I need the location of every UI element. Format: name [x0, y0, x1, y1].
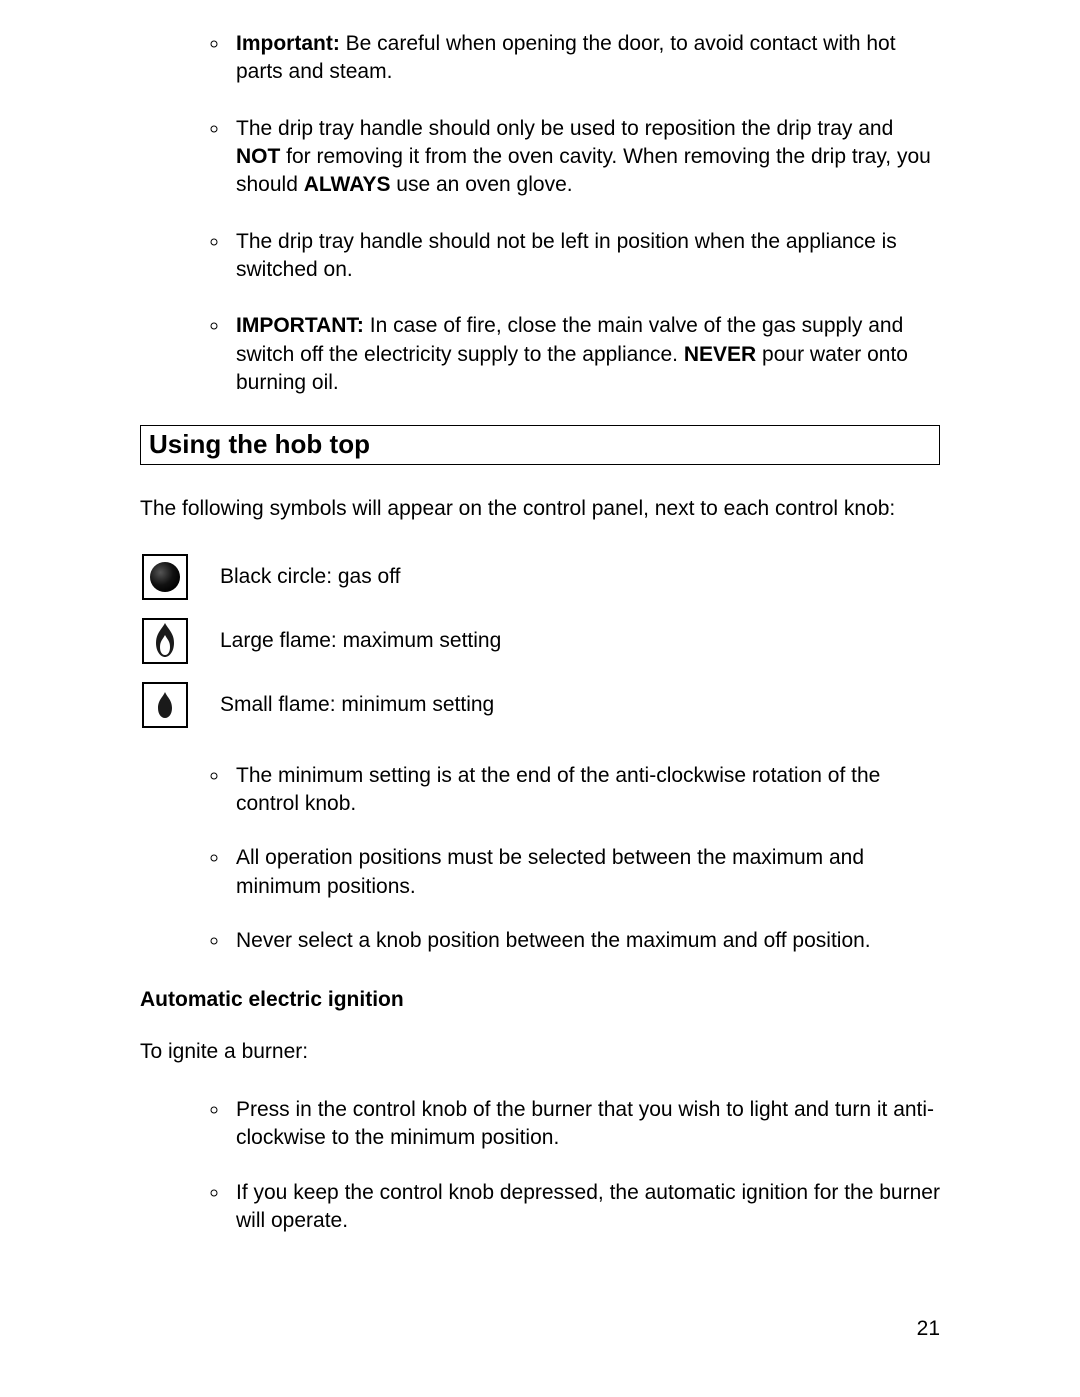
section-heading-box: Using the hob top [140, 425, 940, 465]
bullet-text: All operation positions must be selected… [236, 846, 864, 897]
large-flame-icon [142, 618, 188, 664]
list-item: The minimum setting is at the end of the… [230, 762, 940, 819]
top-bullet-list: Important: Be careful when opening the d… [140, 30, 940, 397]
list-item: If you keep the control knob depressed, … [230, 1179, 940, 1236]
bullet-prefix-bold: Important: [236, 32, 340, 55]
bullet-text: Never select a knob position between the… [236, 929, 871, 952]
bullet-text: The minimum setting is at the end of the… [236, 764, 880, 815]
symbol-row: Black circle: gas off [140, 554, 940, 600]
bullet-text: Press in the control knob of the burner … [236, 1098, 934, 1149]
bullet-text: If you keep the control knob depressed, … [236, 1181, 940, 1232]
list-item: Press in the control knob of the burner … [230, 1096, 940, 1153]
symbol-label: Large flame: maximum setting [220, 629, 501, 653]
symbol-row: Small flame: minimum setting [140, 682, 940, 728]
list-item: Never select a knob position between the… [230, 927, 940, 955]
list-item: Important: Be careful when opening the d… [230, 30, 940, 87]
bullet-text: The drip tray handle should only be used… [236, 117, 931, 197]
symbol-label: Small flame: minimum setting [220, 693, 494, 717]
symbol-label: Black circle: gas off [220, 565, 401, 589]
page-number: 21 [917, 1317, 940, 1341]
intro-paragraph: The following symbols will appear on the… [140, 495, 940, 523]
list-item: All operation positions must be selected… [230, 844, 940, 901]
list-item: The drip tray handle should not be left … [230, 228, 940, 285]
symbol-row: Large flame: maximum setting [140, 618, 940, 664]
list-item: IMPORTANT: In case of fire, close the ma… [230, 312, 940, 397]
bullet-text: The drip tray handle should not be left … [236, 230, 897, 281]
section-heading-text: Using the hob top [149, 429, 370, 459]
bullet-prefix-bold: IMPORTANT: [236, 314, 364, 337]
black-circle-icon [142, 554, 188, 600]
ignite-paragraph: To ignite a burner: [140, 1038, 940, 1066]
small-flame-icon [142, 682, 188, 728]
mid-bullet-list: The minimum setting is at the end of the… [140, 762, 940, 956]
document-page: Important: Be careful when opening the d… [0, 0, 1080, 1397]
list-item: The drip tray handle should only be used… [230, 115, 940, 200]
bottom-bullet-list: Press in the control knob of the burner … [140, 1096, 940, 1235]
subheading: Automatic electric ignition [140, 988, 940, 1012]
